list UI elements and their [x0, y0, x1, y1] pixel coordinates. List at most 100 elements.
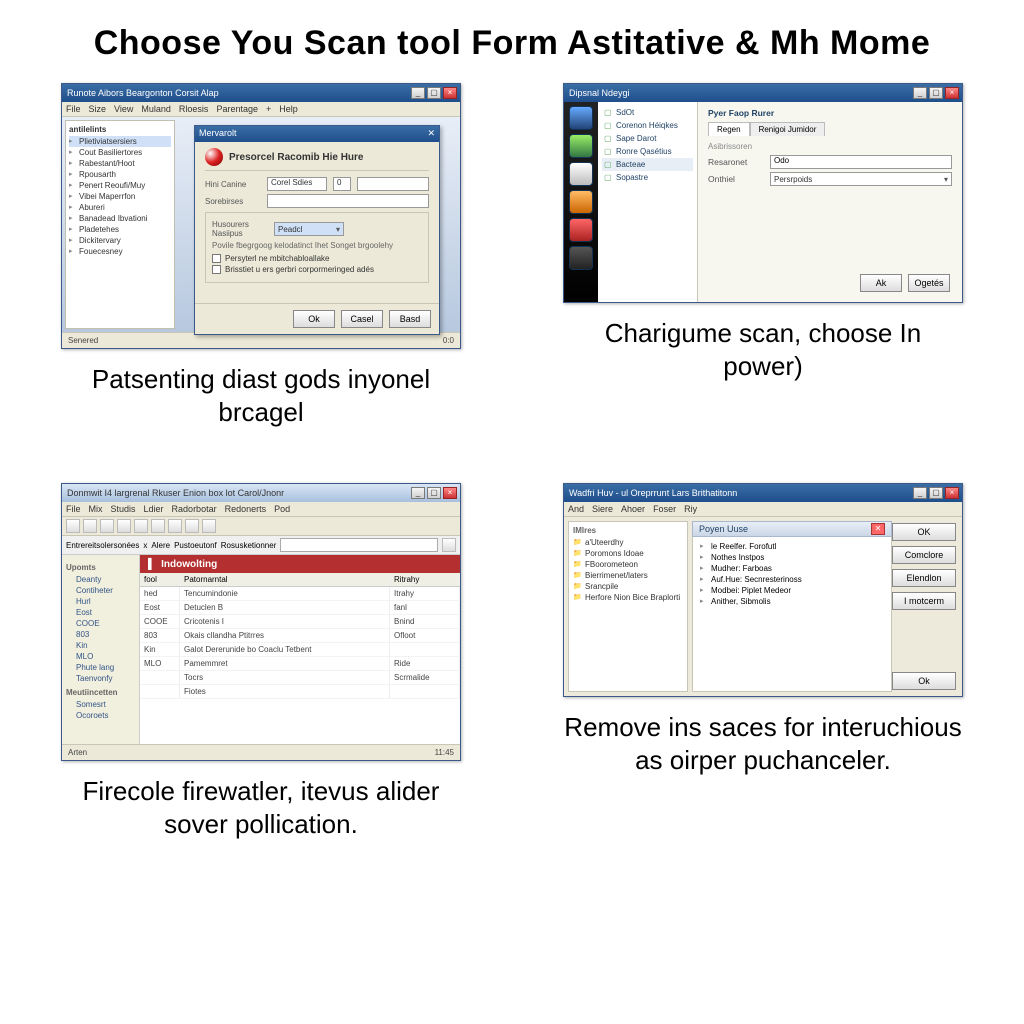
close-button[interactable]: ×: [443, 87, 457, 99]
side-item[interactable]: Hurl: [66, 596, 135, 607]
list-item[interactable]: Corenon Héiqkes: [602, 119, 693, 132]
side-item[interactable]: COOE: [66, 618, 135, 629]
field-num[interactable]: 0: [333, 177, 351, 191]
address-input[interactable]: [280, 538, 438, 552]
go-icon[interactable]: [442, 538, 456, 552]
minimize-button[interactable]: _: [913, 487, 927, 499]
ok-button[interactable]: OK: [892, 523, 956, 541]
tree-item[interactable]: Bierrimenet/laters: [573, 570, 683, 581]
addr-label[interactable]: Alere: [151, 541, 170, 550]
tree-item[interactable]: Plietiviatsersiers: [69, 136, 171, 147]
list-item[interactable]: Nothes Instpos: [697, 552, 887, 563]
menu-item[interactable]: Siere: [592, 504, 613, 514]
ok-button-bottom[interactable]: Ok: [892, 672, 956, 690]
side-item[interactable]: Eost: [66, 607, 135, 618]
checkbox-2[interactable]: Brisstiet u ers gerbri corpormeringed ad…: [212, 265, 422, 274]
addr-label[interactable]: Pustoeutonf: [174, 541, 217, 550]
table-row[interactable]: MLOPamemmretRide: [140, 657, 460, 671]
col-header[interactable]: Patornarntal: [180, 573, 390, 586]
list-item[interactable]: Ronre Qasétius: [602, 145, 693, 158]
col-header[interactable]: Ritrahy: [390, 573, 460, 586]
close-button[interactable]: ×: [443, 487, 457, 499]
tree-item[interactable]: Herfore Nion Bice Braplorti: [573, 592, 683, 603]
toolbar-icon[interactable]: [168, 519, 182, 533]
fieldset-dropdown[interactable]: Peadcl: [274, 222, 344, 236]
side-item[interactable]: Phute lang: [66, 662, 135, 673]
toolbar-icon[interactable]: [151, 519, 165, 533]
tree-item[interactable]: Srancpile: [573, 581, 683, 592]
tree-item[interactable]: Abureri: [69, 202, 171, 213]
menu-item[interactable]: Muland: [141, 104, 171, 114]
toolbar-icon[interactable]: [134, 519, 148, 533]
menu-item[interactable]: And: [568, 504, 584, 514]
side-item[interactable]: Ocoroets: [66, 710, 135, 721]
toolbar-icon[interactable]: [117, 519, 131, 533]
checkbox-1[interactable]: Persyterl ne mbitchabloallake: [212, 254, 422, 263]
side-item[interactable]: Kin: [66, 640, 135, 651]
toolbar-icon[interactable]: [83, 519, 97, 533]
list-item-selected[interactable]: Bacteae: [602, 158, 693, 171]
table-row[interactable]: 803Okais cllandha PtitrresOfloot: [140, 629, 460, 643]
maximize-button[interactable]: ▢: [929, 87, 943, 99]
field-dropdown[interactable]: Persrpoids: [770, 172, 952, 186]
list-item[interactable]: Mudher: Farboas: [697, 563, 887, 574]
field-input[interactable]: Corel Sdies: [267, 177, 327, 191]
menu-item[interactable]: Size: [89, 104, 107, 114]
menu-item[interactable]: Riy: [684, 504, 697, 514]
menu-item[interactable]: Foser: [653, 504, 676, 514]
toolbar-icon[interactable]: [202, 519, 216, 533]
ok-button[interactable]: Ak: [860, 274, 902, 292]
menu-item[interactable]: File: [66, 104, 81, 114]
toolbar-icon[interactable]: [185, 519, 199, 533]
maximize-button[interactable]: ▢: [427, 487, 441, 499]
list-item[interactable]: Auf.Hue: Secnresterinoss: [697, 574, 887, 585]
list-item[interactable]: Anither, Sibmolis: [697, 596, 887, 607]
list-item[interactable]: Modbei: Piplet Medeor: [697, 585, 887, 596]
toolbar-icon[interactable]: [66, 519, 80, 533]
side-item[interactable]: MLO: [66, 651, 135, 662]
addr-label[interactable]: Rosusketionner: [221, 541, 277, 550]
tree-item[interactable]: Penert Reoufi/Muy: [69, 180, 171, 191]
tree-item[interactable]: FBoorometeon: [573, 559, 683, 570]
maximize-button[interactable]: ▢: [427, 87, 441, 99]
list-item[interactable]: Sopastre: [602, 171, 693, 184]
close-button[interactable]: ×: [945, 487, 959, 499]
menu-item[interactable]: Help: [279, 104, 298, 114]
side-item[interactable]: Taenvonfy: [66, 673, 135, 684]
dialog-close-icon[interactable]: ✕: [427, 128, 435, 140]
field-input[interactable]: [267, 194, 429, 208]
sidebar-icon[interactable]: [569, 134, 593, 158]
menu-item[interactable]: Parentage: [216, 104, 258, 114]
menu-item[interactable]: File: [66, 504, 81, 514]
table-row[interactable]: Fiotes: [140, 685, 460, 699]
cancel-button[interactable]: Casel: [341, 310, 383, 328]
sidebar-globe-icon[interactable]: [569, 106, 593, 130]
sidebar-icon[interactable]: [569, 218, 593, 242]
tree-item[interactable]: a'Uteerdhy: [573, 537, 683, 548]
menu-item[interactable]: Pod: [274, 504, 290, 514]
menu-item[interactable]: Rloesis: [179, 104, 209, 114]
list-item[interactable]: Sape Darot: [602, 132, 693, 145]
field-input[interactable]: Odo: [770, 155, 952, 169]
list-item[interactable]: le Reelfer. Forofutl: [697, 541, 887, 552]
panel-1-tree[interactable]: antilelints Plietiviatsersiers Cout Basi…: [65, 120, 175, 329]
side-item[interactable]: Somesrt: [66, 699, 135, 710]
table-row[interactable]: COOECricotenis IBnind: [140, 615, 460, 629]
menu-item[interactable]: View: [114, 104, 133, 114]
action-button[interactable]: I motcerm: [892, 592, 956, 610]
tree-item[interactable]: Banadead Ibvationi: [69, 213, 171, 224]
tree-item[interactable]: Dickitervary: [69, 235, 171, 246]
menu-item[interactable]: Radorbotar: [172, 504, 217, 514]
sidebar-icon[interactable]: [569, 190, 593, 214]
tree-item[interactable]: Rabestant/Hoot: [69, 158, 171, 169]
tree-item[interactable]: Poromons Idoae: [573, 548, 683, 559]
action-button[interactable]: Elendlon: [892, 569, 956, 587]
maximize-button[interactable]: ▢: [929, 487, 943, 499]
table-row[interactable]: KinGalot Dererunide bo Coaclu Tetbent: [140, 643, 460, 657]
table-row[interactable]: hedTencumindonieItrahy: [140, 587, 460, 601]
apply-button[interactable]: Basd: [389, 310, 431, 328]
col-header[interactable]: fool: [140, 573, 180, 586]
side-item[interactable]: Contiheter: [66, 585, 135, 596]
minimize-button[interactable]: _: [411, 487, 425, 499]
menu-item[interactable]: Mix: [89, 504, 103, 514]
